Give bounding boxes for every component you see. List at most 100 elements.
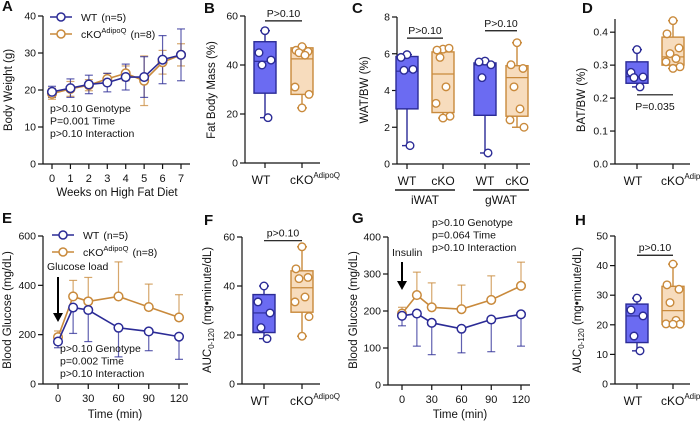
x-tick-label: 7 — [178, 173, 184, 185]
data-point-wt — [632, 293, 642, 303]
y-tick-label: 60 — [226, 11, 238, 23]
x-axis-label: Weeks on High Fat Diet — [56, 187, 178, 199]
legend-marker — [58, 230, 68, 240]
data-point-wt — [635, 82, 645, 92]
data-point-wt — [253, 297, 263, 307]
x-tick-label: 60 — [455, 394, 467, 406]
x-tick-label: 0 — [399, 394, 405, 406]
data-point-cko — [661, 57, 671, 67]
y-tick-label: 0 — [30, 379, 36, 391]
y-tick-label: 4 — [384, 85, 390, 97]
panel-e: E 0 200 400 600 Blood Glucose (mg/dL) 0 30 60 90 1… — [2, 210, 188, 421]
data-point-wt — [486, 314, 497, 325]
annotation-label: Insulin — [392, 247, 423, 259]
group-label: gWAT — [485, 193, 518, 207]
data-point-cko — [519, 122, 529, 132]
category-text: cKO — [505, 174, 528, 188]
category-text: cKO — [290, 173, 313, 187]
data-point-cko — [68, 291, 79, 302]
data-point-wt — [405, 141, 415, 151]
y-tick-label: 0.1 — [593, 126, 608, 138]
x-tick-label: 0 — [55, 393, 61, 405]
category-label: WT — [624, 394, 643, 408]
data-point-wt — [399, 65, 409, 75]
stats-text: p>0.10 Genotype — [50, 103, 131, 115]
x-tick-label: 120 — [512, 394, 530, 406]
category-label: cKO — [505, 174, 528, 188]
data-point-cko — [303, 272, 313, 282]
y-tick-label: 10 — [596, 349, 608, 361]
stats-text: p>0.10 Interaction — [50, 128, 135, 140]
data-point-cko — [411, 290, 422, 301]
legend-entry: cKOAdipoQ (n=8) — [81, 26, 155, 41]
data-point-cko — [671, 54, 681, 64]
data-point-wt — [260, 26, 270, 36]
data-point-cko — [297, 331, 307, 341]
y-axis-label: AUC0-120 (mg•minute/dL) — [572, 247, 586, 373]
panel-letter: H — [575, 212, 586, 229]
data-point-wt — [102, 77, 113, 88]
panel-letter: G — [352, 210, 364, 227]
data-point-cko — [674, 43, 684, 53]
data-point-wt — [396, 310, 408, 321]
panel-h: H 0 10 20 30 40 50 AUC0-120 (mg•minute/dL) WT cKO… — [572, 212, 700, 408]
data-point-cko — [662, 29, 672, 39]
data-point-wt — [257, 60, 267, 70]
panel-c: C 0 2 4 6 8 WAT/BW (%) WT cKO WT cKO iWAT gWAT P>0.10… — [352, 0, 530, 207]
y-tick-label: 30 — [24, 48, 36, 60]
data-point-cko — [143, 301, 154, 313]
y-tick-label: 0 — [232, 158, 238, 170]
y-tick-label: 0.0 — [593, 159, 608, 171]
x-tick-label: 30 — [426, 394, 438, 406]
y-tick-label: 20 — [223, 330, 235, 342]
data-point-cko — [505, 115, 515, 125]
x-tick-label: 2 — [86, 173, 92, 185]
data-point-wt — [120, 72, 131, 83]
panel-letter: A — [2, 0, 13, 15]
x-tick-label: 90 — [485, 394, 497, 406]
category-text: cKO — [661, 174, 684, 188]
y-label-subscript: 0-120 — [577, 328, 586, 349]
arrow-head-icon — [53, 313, 63, 322]
legend-n: (n=5) — [101, 12, 126, 24]
data-point-wt — [626, 305, 636, 315]
data-point-cko — [290, 297, 300, 307]
x-tick-label: 0 — [49, 173, 55, 185]
series-line-wt — [57, 306, 180, 342]
category-text: cKO — [290, 394, 313, 408]
legend-marker — [58, 247, 68, 257]
significance-label: p>0.10 — [639, 242, 672, 254]
legend-superscript: AdipoQ — [103, 244, 128, 253]
panel-b: B 0 20 40 60 Fat Body Mass (%) WT cKOAdipoQ P>0.… — [204, 0, 340, 187]
category-superscript: AdipoQ — [684, 392, 700, 401]
data-point-cko — [304, 312, 314, 322]
data-point-cko — [665, 298, 675, 308]
significance-label: P=0.035 — [635, 101, 675, 113]
x-tick-label: 5 — [141, 173, 147, 185]
data-point-cko — [297, 242, 307, 252]
data-point-cko — [515, 104, 525, 114]
data-point-cko — [512, 38, 522, 48]
data-point-cko — [297, 103, 307, 113]
legend-label: WT — [81, 12, 98, 24]
y-tick-label: 6 — [384, 48, 390, 60]
stats-text: P=0.001 Time — [50, 116, 115, 128]
data-point-wt — [113, 322, 124, 333]
category-label: cKOAdipoQ — [290, 392, 340, 408]
stats-text: p>0.10 Interaction — [60, 368, 145, 380]
data-point-wt — [635, 346, 645, 356]
box-wt — [395, 55, 419, 110]
data-point-cko — [486, 294, 497, 305]
panel-letter: E — [2, 210, 12, 227]
y-tick-label: 0.2 — [593, 93, 608, 105]
data-point-cko — [83, 296, 94, 307]
data-point-cko — [173, 312, 185, 323]
category-text: WT — [624, 394, 643, 408]
category-label: WT — [624, 174, 643, 188]
data-point-cko — [435, 52, 445, 62]
data-point-wt — [256, 323, 266, 333]
y-tick-label: 60 — [223, 232, 235, 244]
category-superscript: AdipoQ — [313, 392, 340, 401]
data-point-cko — [665, 49, 675, 59]
